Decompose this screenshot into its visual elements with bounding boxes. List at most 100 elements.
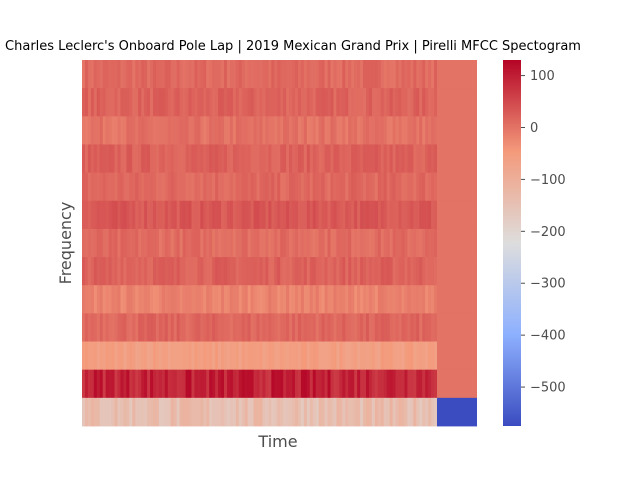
heatmap-cell: [342, 341, 346, 371]
heatmap-cell: [111, 88, 115, 117]
heatmap-cell: [395, 200, 399, 230]
heatmap-cell: [256, 60, 260, 89]
heatmap-cell: [96, 200, 101, 230]
heatmap-cell: [413, 341, 417, 371]
heatmap-cell: [206, 397, 210, 427]
heatmap-cell: [318, 116, 323, 145]
heatmap-cell: [315, 341, 320, 371]
heatmap-cell: [235, 369, 240, 399]
heatmap-cell: [212, 60, 216, 89]
heatmap-cell: [256, 397, 260, 427]
heatmap-cell: [182, 88, 186, 117]
heatmap-cell: [283, 313, 287, 342]
heatmap-cell: [185, 200, 189, 230]
heatmap-cell: [170, 369, 175, 399]
heatmap-cell: [271, 369, 275, 399]
heatmap-cell: [147, 60, 151, 89]
heatmap-cell: [224, 60, 228, 89]
heatmap-cell: [244, 200, 249, 230]
heatmap-cell: [197, 228, 201, 258]
heatmap-cell: [141, 257, 145, 286]
heatmap-cell: [194, 88, 198, 117]
heatmap-cell: [235, 172, 240, 202]
heatmap-cell: [167, 172, 172, 202]
heatmap-cell: [380, 285, 385, 314]
heatmap-cell: [295, 257, 299, 286]
heatmap-cell: [327, 397, 331, 427]
heatmap-cell: [425, 200, 429, 230]
heatmap-cell: [176, 257, 181, 286]
heatmap-cell: [209, 116, 213, 145]
heatmap-cell: [209, 60, 213, 89]
heatmap-cell: [129, 172, 133, 202]
heatmap-cell: [82, 144, 86, 174]
heatmap-cell: [271, 285, 275, 314]
heatmap-cell: [371, 144, 376, 174]
heatmap-cell: [274, 313, 278, 342]
heatmap-cell: [256, 341, 260, 371]
heatmap-cell: [221, 341, 225, 371]
heatmap-cell: [235, 116, 240, 145]
heatmap-cell: [297, 397, 302, 427]
heatmap-cell: [366, 369, 370, 399]
heatmap-cell: [333, 116, 337, 145]
heatmap-cell: [111, 285, 115, 314]
heatmap-cell: [371, 60, 376, 89]
heatmap-cell: [366, 285, 370, 314]
heatmap-cell: [215, 200, 219, 230]
heatmap-cell: [182, 144, 186, 174]
heatmap-cell: [407, 172, 411, 202]
heatmap-cell: [111, 144, 115, 174]
heatmap-cell: [324, 144, 328, 174]
heatmap-cell: [312, 285, 317, 314]
heatmap-cell: [99, 116, 104, 145]
heatmap-cell: [96, 144, 101, 174]
heatmap-cell: [256, 257, 260, 286]
heatmap-cell: [84, 313, 89, 342]
heatmap-cell: [158, 116, 163, 145]
heatmap-cell: [117, 88, 121, 117]
heatmap-cell: [173, 144, 178, 174]
heatmap-cell: [226, 228, 231, 258]
heatmap-cell: [232, 88, 237, 117]
heatmap-cell: [416, 369, 420, 399]
heatmap-cell: [120, 60, 124, 89]
heatmap-cell: [383, 88, 388, 117]
heatmap-cell: [200, 369, 204, 399]
heatmap-cell: [161, 200, 166, 230]
heatmap-cell: [371, 88, 376, 117]
heatmap-cell: [188, 341, 192, 371]
heatmap-cell: [102, 341, 107, 371]
heatmap-cell: [401, 116, 405, 145]
heatmap-cell: [182, 60, 186, 89]
heatmap-cell: [105, 397, 110, 427]
heatmap-cell: [84, 285, 89, 314]
heatmap-cell: [132, 369, 136, 399]
heatmap-cell: [380, 172, 385, 202]
heatmap-cell: [144, 60, 148, 89]
heatmap-cell: [82, 200, 86, 230]
heatmap-cell: [147, 200, 151, 230]
heatmap-cell: [232, 144, 237, 174]
heatmap-cell: [336, 60, 340, 89]
heatmap-cell: [200, 313, 204, 342]
heatmap-cell: [283, 144, 287, 174]
heatmap-cell: [277, 397, 281, 427]
heatmap-cell: [404, 200, 408, 230]
heatmap-cell: [357, 228, 361, 258]
heatmap-cell: [386, 228, 391, 258]
heatmap-cell: [392, 369, 396, 399]
heatmap-cell: [203, 369, 207, 399]
heatmap-cell: [392, 172, 396, 202]
heatmap-cell: [138, 172, 142, 202]
heatmap-cell: [336, 369, 340, 399]
heatmap-cell: [155, 313, 160, 342]
heatmap-cell: [374, 369, 379, 399]
heatmap-cell: [336, 200, 340, 230]
heatmap-cell: [235, 228, 240, 258]
heatmap-cell: [194, 397, 198, 427]
heatmap-cell: [144, 257, 148, 286]
heatmap-cell: [422, 313, 426, 342]
heatmap-cell: [93, 60, 98, 89]
heatmap-cell: [226, 397, 231, 427]
